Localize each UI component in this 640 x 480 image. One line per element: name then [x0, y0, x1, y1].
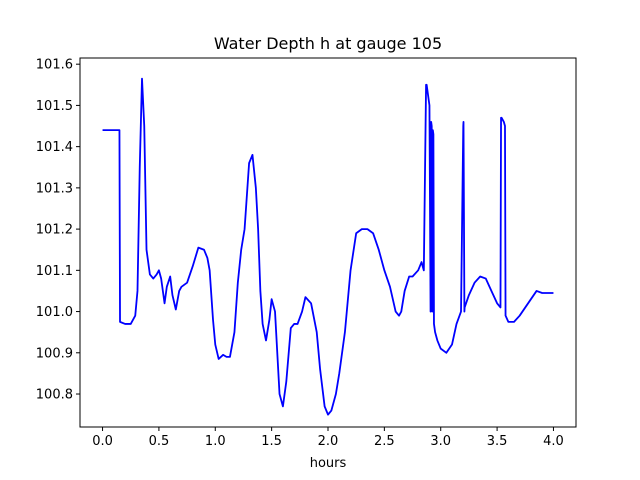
x-tick-label: 3.0 [430, 434, 451, 449]
series-line-0 [102, 77, 554, 416]
x-tick-label: 1.0 [205, 434, 226, 449]
y-tick-label: 101.0 [36, 305, 73, 320]
y-tick-label: 100.9 [36, 346, 73, 361]
x-tick-label: 2.5 [374, 434, 395, 449]
x-axis: 0.0 0.5 1.0 1.5 2.0 2.5 3.0 3.5 4.0 [92, 427, 564, 449]
plot-area [102, 77, 554, 416]
y-tick-label: 101.5 [36, 99, 73, 114]
x-tick-label: 4.0 [543, 434, 564, 449]
y-tick-label: 101.3 [36, 181, 73, 196]
x-axis-label: hours [310, 456, 347, 471]
y-tick-label: 101.2 [36, 223, 73, 238]
x-tick-label: 2.0 [318, 434, 339, 449]
y-tick-label: 101.6 [36, 58, 73, 73]
plot-frame [79, 57, 577, 428]
x-tick-label: 0.5 [149, 434, 170, 449]
y-axis: 100.8 100.9 101.0 101.1 101.2 101.3 101.4 101.5… [36, 58, 80, 403]
y-tick-label: 101.1 [36, 264, 73, 279]
x-tick-label: 1.5 [261, 434, 282, 449]
x-tick-label: 3.5 [487, 434, 508, 449]
y-tick-label: 100.8 [36, 388, 73, 403]
chart-title: Water Depth h at gauge 105 [214, 34, 442, 53]
x-tick-label: 0.0 [92, 434, 113, 449]
y-tick-label: 101.4 [36, 140, 73, 155]
